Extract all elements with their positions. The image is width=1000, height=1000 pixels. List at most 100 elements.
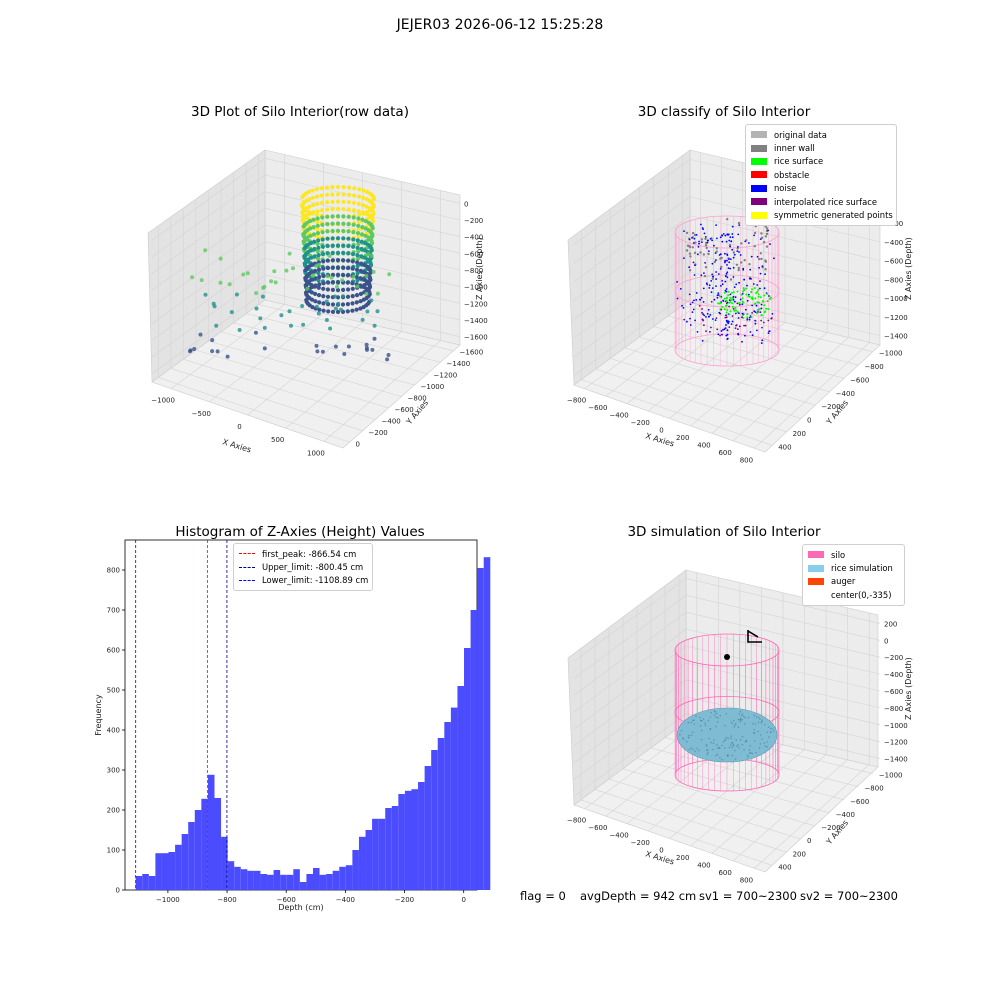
z-gridline-left <box>151 208 266 291</box>
simulation-z-axis-label: Z Axies (Depth) <box>904 657 913 720</box>
rice-mesh-point <box>705 743 708 746</box>
noise-point <box>704 236 707 238</box>
raw-data-point <box>355 271 360 276</box>
z-gridline <box>689 215 881 261</box>
rice-surface-point <box>742 317 745 319</box>
z-gridline-left <box>573 679 687 764</box>
raw-data-point <box>326 309 331 314</box>
rice-surface-point <box>745 293 748 296</box>
inner-wall-point <box>704 237 707 241</box>
histogram-bar <box>306 874 313 890</box>
rice-mesh-point <box>708 737 710 740</box>
raw-data-point <box>330 236 335 241</box>
interpolated-point <box>716 328 719 331</box>
raw-data-point <box>330 280 336 285</box>
noise-point <box>744 308 747 311</box>
raw-data-point <box>210 338 215 343</box>
noise-point <box>756 255 759 258</box>
noise-point <box>717 292 720 294</box>
y-tick-label: 200 <box>793 430 806 438</box>
y-tick-label: 500 <box>107 687 120 695</box>
rice-mesh-point <box>746 754 749 757</box>
rice-surface-point <box>763 294 766 297</box>
noise-point <box>726 271 729 274</box>
noise-point <box>682 307 685 309</box>
legend-line <box>239 566 255 568</box>
x-tick-label: −800 <box>217 896 236 904</box>
raw-data-point <box>320 208 325 213</box>
interpolated-point <box>746 318 749 320</box>
histogram-bar <box>148 876 156 890</box>
x-gridline <box>584 302 701 389</box>
raw-data-point <box>333 294 337 299</box>
interpolated-point <box>744 324 747 327</box>
raw-data-point <box>304 297 309 303</box>
z-tick-label: −1000 <box>464 284 488 292</box>
raw-data-point <box>308 241 313 246</box>
rice-mesh-point <box>705 745 708 747</box>
raw-data-point <box>351 222 356 227</box>
raw-data-point <box>245 271 250 276</box>
noise-point <box>721 333 723 336</box>
rice-mesh-point <box>738 713 741 715</box>
raw-data-point <box>346 229 351 234</box>
z-gridline-left <box>573 271 691 358</box>
rice-mesh-point <box>752 722 754 725</box>
interpolated-point <box>760 319 763 322</box>
raw-data-point <box>350 294 355 299</box>
y-tick-label: 200 <box>793 850 806 858</box>
z-gridline-left <box>573 662 687 747</box>
raw-data-point <box>341 265 346 270</box>
rice-mesh-point <box>755 715 758 718</box>
rice-surface-point <box>732 291 735 294</box>
noise-point <box>717 333 720 336</box>
x-tick-label: 0 <box>237 423 241 431</box>
x-tick-label: 800 <box>740 876 753 884</box>
legend-item: symmetric generated points <box>751 208 893 221</box>
raw-data-point <box>335 199 341 204</box>
rice-mesh-point <box>680 729 683 732</box>
noise-point <box>700 296 703 299</box>
raw-data-point <box>354 293 360 298</box>
raw-data-point <box>341 207 346 212</box>
noise-point <box>739 254 742 256</box>
histogram-bar <box>240 869 248 890</box>
rice-mesh-point <box>767 726 770 728</box>
raw-data-point <box>335 228 341 233</box>
x-tick-label: 0 <box>659 847 663 855</box>
z-gridline <box>689 252 881 299</box>
rice-mesh-point <box>692 731 694 734</box>
noise-point <box>743 278 745 281</box>
x-gridline <box>732 759 848 862</box>
inner-wall-point <box>711 277 714 280</box>
legend-item: silo <box>808 548 899 561</box>
noise-point <box>731 225 734 228</box>
rice-mesh-point <box>752 731 755 734</box>
x-gridline <box>711 754 827 854</box>
rice-surface-point <box>725 299 728 302</box>
noise-point <box>708 315 710 318</box>
histogram-bar <box>477 568 484 890</box>
inner-wall-point <box>693 251 697 254</box>
inner-wall-point <box>685 249 689 252</box>
raw-data-point <box>364 291 369 296</box>
raw-data-point <box>310 284 315 289</box>
rice-mesh-point <box>744 722 746 725</box>
rice-mesh-point <box>712 742 715 744</box>
y-tick-label: 0 <box>807 417 811 425</box>
raw-data-point <box>335 284 339 289</box>
raw-data-point <box>315 209 320 214</box>
noise-point <box>737 233 740 236</box>
interpolated-point <box>762 321 765 324</box>
rice-surface-point <box>766 292 769 295</box>
rice-mesh-point <box>732 719 735 722</box>
raw-data-point <box>350 259 355 264</box>
raw-data-point <box>227 282 232 287</box>
rice-mesh-point <box>686 740 688 743</box>
rice-mesh-point <box>740 714 743 717</box>
inner-wall-point <box>715 250 718 253</box>
raw-data-point <box>352 186 357 191</box>
y-tick-label: 200 <box>107 807 120 815</box>
z-gridline-left <box>573 290 691 376</box>
y-gridline <box>233 322 428 374</box>
